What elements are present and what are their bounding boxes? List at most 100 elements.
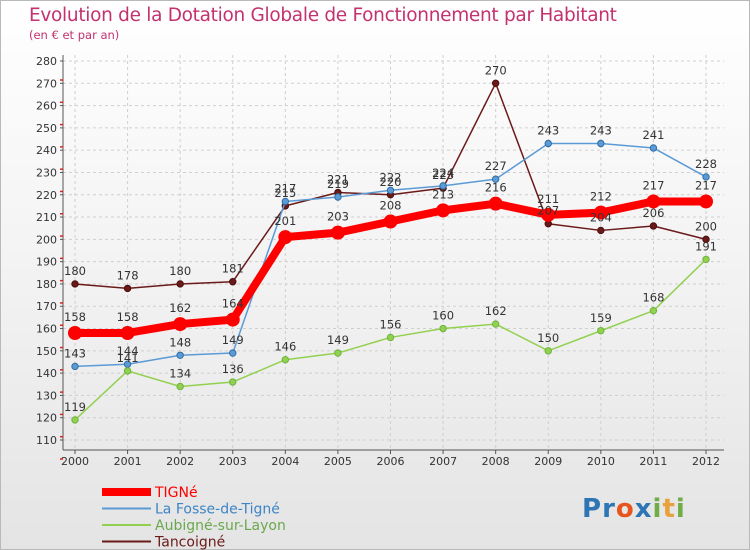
data-label-3-2004: 201 [274,214,296,228]
data-point-2-2006 [386,333,395,342]
logo-letter-5: t [662,494,675,524]
data-point-2-2004 [281,356,290,364]
data-label-3-2007: 213 [432,187,454,201]
logo-text: Proxiti [582,494,686,524]
data-label-2-2003: 136 [222,362,244,376]
y-tick-label-170: 170 [36,300,57,313]
data-label-2-2002: 134 [169,366,191,380]
data-point-0-2001 [123,284,132,293]
data-point-0-2010 [597,226,605,235]
data-point-2-2003 [229,378,237,386]
data-label-3-2001: 158 [117,310,139,324]
y-tick-label-110: 110 [36,434,57,447]
data-point-0-2008 [491,79,500,87]
data-label-3-2008: 216 [485,181,507,195]
data-point-0-2002 [176,280,184,288]
data-label-0-2000: 180 [64,264,86,278]
data-label-1-2012: 228 [695,157,717,171]
data-label-2-2000: 119 [64,400,86,414]
y-tick-label-200: 200 [36,233,57,246]
logo-letter-3: x [635,494,653,524]
data-point-0-2000 [71,280,79,288]
legend-label-2: Aubigné-sur-Layon [155,518,286,534]
data-point-2-2000 [71,416,79,424]
data-point-1-2004 [281,197,290,206]
data-point-2-2001 [123,367,132,375]
x-tick-label-2007: 2007 [429,455,457,468]
data-point-1-2000 [71,362,79,371]
data-label-2-2008: 162 [485,304,507,318]
y-tick-label-140: 140 [36,367,57,380]
logo-letter-0: P [582,494,602,524]
data-point-1-2011 [649,144,658,152]
data-label-3-2003: 164 [222,297,244,311]
data-label-0-2002: 180 [169,264,191,278]
data-point-2-2005 [334,349,342,357]
y-tick-label-280: 280 [36,55,57,68]
data-label-3-2000: 158 [64,310,86,324]
data-point-3-2010 [593,205,608,220]
y-tick-label-190: 190 [36,256,57,269]
data-labels: 180 178 180 181 215 221 220 223 270 207 204 206 200 1… [64,63,717,414]
data-label-0-2003: 181 [222,262,244,276]
data-label-1-2009: 243 [537,123,559,137]
y-tick-label-270: 270 [36,77,57,90]
data-point-1-2005 [334,193,342,201]
x-tick-label-2004: 2004 [271,455,299,468]
data-point-2-2010 [597,327,605,335]
y-tick-label-260: 260 [36,100,57,113]
data-point-3-2009 [541,207,556,222]
data-label-2-2004: 146 [274,340,296,354]
data-point-3-2007 [436,203,451,218]
data-point-1-2003 [229,349,237,357]
chart-title: Evolution de la Dotation Globale de Fonc… [29,5,617,26]
y-tick-label-130: 130 [36,389,57,402]
x-tick-label-2000: 2000 [61,455,89,468]
chart-subtitle: (en € et par an) [29,28,120,42]
data-label-2-2012: 191 [695,239,717,253]
y-tick-label-160: 160 [36,323,57,336]
data-point-3-2011 [646,194,661,209]
data-label-1-2008: 227 [485,159,507,173]
data-point-2-2007 [439,324,447,333]
data-point-3-2002 [173,317,188,332]
data-label-3-2009: 211 [537,192,559,206]
data-label-2-2006: 156 [380,317,402,331]
x-tick-label-2010: 2010 [587,455,615,468]
data-label-0-2008: 270 [485,63,507,77]
logo-letter-6: i [676,494,686,524]
data-point-1-2002 [176,351,184,359]
x-tick-label-2006: 2006 [377,455,405,468]
data-point-3-2001 [120,325,135,340]
data-label-1-2004: 217 [274,181,296,195]
data-label-3-2011: 217 [642,178,664,192]
data-label-1-2010: 243 [590,123,612,137]
x-tick-label-2005: 2005 [324,455,352,468]
data-label-0-2009: 207 [537,204,559,218]
data-point-1-2009 [544,139,552,148]
y-tick-label-250: 250 [36,122,57,135]
data-point-0-2012 [702,235,710,244]
logo-letter-1: r [602,494,616,524]
y-tick-label-240: 240 [36,144,57,157]
data-point-3-2005 [330,225,345,240]
data-label-0-2004: 215 [274,186,296,200]
data-label-3-2006: 208 [380,199,402,213]
logo-letter-4: i [653,494,663,524]
x-tick-label-2003: 2003 [219,455,247,468]
data-label-0-2010: 204 [590,210,612,224]
x-tick-label-2002: 2002 [166,455,194,468]
data-label-2-2005: 149 [327,333,349,347]
y-tick-label-210: 210 [36,211,57,224]
data-label-2-2007: 160 [432,309,454,323]
data-point-3-2012 [699,194,713,209]
data-point-2-2011 [649,306,658,315]
y-tick-label-220: 220 [36,189,57,202]
data-point-1-2006 [386,186,395,195]
y-tick-label-120: 120 [36,412,57,425]
legend-label-3: Tancoigné [154,535,225,550]
data-point-1-2010 [597,139,605,148]
x-tick-label-2011: 2011 [639,455,667,468]
